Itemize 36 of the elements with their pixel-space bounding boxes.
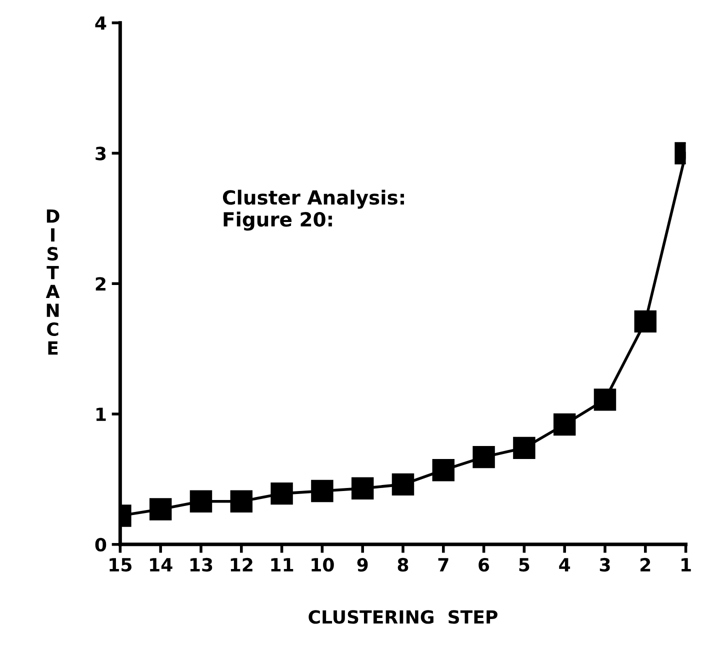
x-tick-label: 6 (478, 558, 490, 572)
x-tick-label: 15 (110, 558, 132, 572)
x-tick-label: 13 (190, 558, 212, 572)
x-tick-label: 5 (519, 558, 530, 572)
x-axis-title: CLUSTERING STEP (308, 610, 498, 624)
point (472, 446, 495, 468)
x-tick-label: 9 (357, 558, 368, 572)
point (270, 482, 293, 505)
y-tick-label: 0 (95, 538, 106, 552)
point (634, 310, 656, 333)
x-tick-label: 10 (312, 558, 334, 572)
point (351, 477, 374, 500)
x-tick-label: 3 (600, 558, 610, 572)
y-axis-title: DISTANCE (46, 209, 60, 355)
y-tick-label: 3 (96, 146, 106, 160)
point (311, 480, 334, 502)
x-tick-label: 2 (640, 558, 650, 572)
x-tick-label: 7 (438, 558, 448, 572)
y-tick-label: 1 (96, 408, 106, 421)
x-tick-label: 14 (150, 558, 172, 572)
point (594, 388, 616, 411)
point (190, 490, 212, 512)
x-tick-label: 8 (398, 558, 408, 572)
x-tick-label: 1 (682, 558, 691, 572)
y-tick-label: 4 (95, 16, 106, 30)
point (553, 413, 576, 436)
point (392, 473, 414, 496)
point (432, 458, 454, 482)
point (513, 436, 536, 460)
x-tick-label: 12 (230, 558, 252, 572)
annotation: Cluster Analysis: Figure 20: (222, 190, 404, 231)
y-tick-label: 2 (96, 277, 106, 290)
point (230, 490, 252, 512)
x-tick-label: 11 (271, 558, 294, 572)
x-tick-label: 4 (559, 558, 570, 572)
point (149, 498, 172, 520)
